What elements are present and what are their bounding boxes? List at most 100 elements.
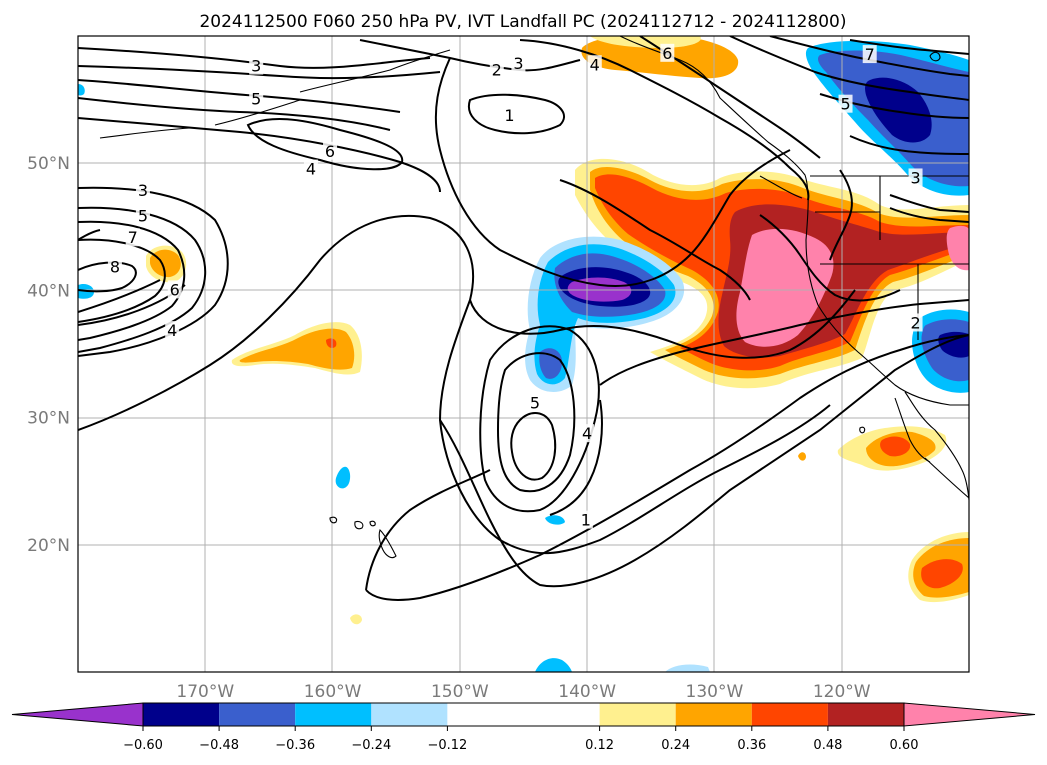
contour-label-bg (838, 94, 853, 113)
contour-label-bg (125, 228, 140, 247)
colorbar-segment (675, 703, 752, 726)
y-axis-ticks: 50°N 40°N 30°N 20°N (27, 154, 70, 556)
shade-mexico-core (921, 559, 963, 589)
coastlines (99, 36, 969, 559)
shade-baja-core (880, 436, 911, 457)
colorbar-segment (599, 703, 676, 726)
colorbar-segment (447, 703, 600, 726)
shade-speck-5 (535, 658, 572, 672)
contour-label-bg (660, 43, 675, 62)
contour-label: 6 (170, 280, 180, 299)
contour-label-bg (580, 424, 595, 443)
colorbar: −0.60 −0.48 −0.36 −0.24 −0.12 0.12 0.24 0.36 0.4… (11, 702, 1036, 753)
colorbar-tick-label: 0.12 (585, 738, 614, 753)
pv-contours (78, 36, 969, 601)
colorbar-segment (219, 703, 296, 726)
colorbar-tick-label: −0.48 (199, 738, 239, 753)
shade-positive-max-east (946, 225, 969, 271)
contour-label: 6 (662, 44, 672, 63)
contour-label: 4 (167, 321, 177, 340)
contour-label: 8 (110, 258, 120, 277)
colorbar-extend-low (11, 702, 144, 727)
contour-label-bg (107, 257, 122, 276)
contour-label-bg (511, 53, 526, 72)
x-tick-label: 170°W (176, 682, 234, 702)
contour-label: 3 (251, 57, 261, 76)
contour-label: 7 (865, 45, 875, 64)
contour-label-bg (135, 206, 150, 225)
colorbar-frame (142, 702, 905, 727)
colorbar-tick-label: 0.36 (737, 738, 766, 753)
contour-label: 5 (840, 95, 850, 114)
contour-label: 2 (910, 313, 920, 332)
colorbar-tick-label: 0.24 (661, 738, 690, 753)
contour-label: 5 (530, 394, 540, 413)
x-tick-label: 160°W (304, 682, 362, 702)
contour-label-bg (908, 313, 923, 332)
contour-label-bg (135, 181, 150, 200)
colorbar-segment (751, 703, 828, 726)
contour-label: 4 (590, 55, 600, 74)
contour-label-bg (323, 141, 338, 160)
chart-title: 2024112500 F060 250 hPa PV, IVT Landfall… (199, 12, 846, 32)
x-tick-label: 150°W (431, 682, 489, 702)
colorbar-segment (143, 703, 220, 726)
shade-west-neg-north (78, 84, 85, 96)
contour-label-bg (908, 168, 923, 187)
colorbar-segment (371, 703, 448, 726)
contour-label: 1 (504, 106, 514, 125)
contour-label-bg (249, 89, 264, 108)
shade-speck-2 (798, 452, 806, 461)
contour-label: 7 (128, 228, 138, 247)
shade-positive-max (736, 228, 834, 347)
shade-central (239, 328, 355, 370)
colorbar-tick-label: −0.60 (123, 738, 163, 753)
contour-label-bg (165, 321, 180, 340)
shade-speck-3 (350, 614, 362, 625)
contour-label: 5 (251, 90, 261, 109)
contour-label: 3 (910, 168, 920, 187)
contour-label-bg (578, 510, 593, 529)
contour-label: 5 (138, 207, 148, 226)
contour-label: 4 (582, 424, 592, 443)
contour-label-bg (489, 60, 504, 79)
x-tick-label: 140°W (558, 682, 616, 702)
contour-label-bg (303, 159, 318, 178)
contour-label: 4 (306, 160, 316, 179)
colorbar-segment (295, 703, 372, 726)
shade-speck-4 (545, 515, 565, 525)
colorbar-tick-label: −0.36 (275, 738, 315, 753)
x-tick-label: 130°W (686, 682, 744, 702)
contour-label-bg (587, 55, 602, 74)
colorbar-tick-label: −0.24 (351, 738, 391, 753)
contour-label-bg (249, 56, 264, 75)
x-tick-label: 120°W (813, 682, 871, 702)
contour-label-bg (527, 393, 542, 412)
y-tick-label: 30°N (27, 409, 70, 429)
y-tick-label: 20°N (27, 536, 70, 556)
shade-gulf-alaska (581, 36, 739, 79)
contour-label-bg (167, 280, 182, 299)
colorbar-tick-label: 0.60 (890, 738, 919, 753)
map-frame (77, 35, 970, 673)
contour-label: 2 (492, 60, 502, 79)
y-tick-label: 50°N (27, 154, 70, 174)
y-tick-label: 40°N (27, 281, 70, 301)
colorbar-extend-high (903, 702, 1036, 727)
shade-ne-048 (865, 77, 932, 143)
shade-speck-6 (665, 664, 710, 672)
x-axis-ticks: 170°W 160°W 150°W 140°W 130°W 120°W (176, 682, 870, 702)
contour-label: 3 (138, 181, 148, 200)
shade-speck-1 (335, 466, 351, 489)
shade-negative-036-south (539, 348, 563, 379)
contour-label: 3 (513, 54, 523, 73)
colorbar-tick-label: −0.12 (427, 738, 467, 753)
contour-label: 6 (325, 142, 335, 161)
contour-label-bg (862, 45, 877, 64)
colorbar-tick-label: 0.48 (813, 738, 842, 753)
contour-label: 1 (581, 511, 591, 530)
contour-label-bg (502, 106, 517, 125)
